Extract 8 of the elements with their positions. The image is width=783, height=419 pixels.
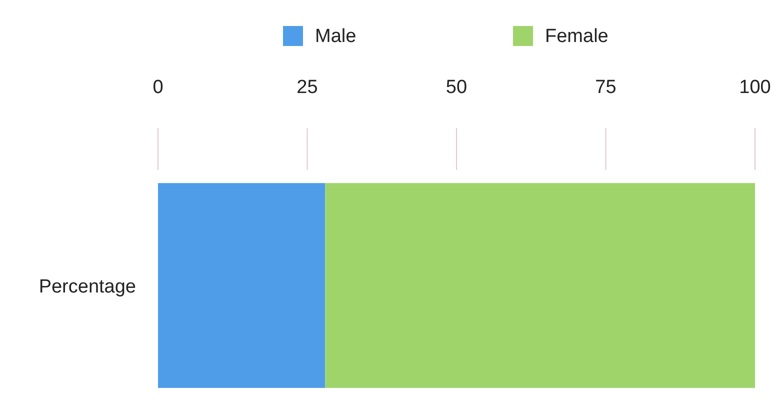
legend-label: Male — [315, 26, 356, 47]
x-tick-label: 75 — [595, 77, 616, 98]
legend-label: Female — [545, 26, 608, 47]
x-tick-label: 25 — [296, 77, 318, 98]
x-tick-label: 100 — [739, 77, 771, 98]
y-tick-label: Percentage — [38, 276, 136, 298]
x-tick-label: 50 — [446, 77, 468, 98]
x-tick-label: 0 — [152, 77, 164, 98]
